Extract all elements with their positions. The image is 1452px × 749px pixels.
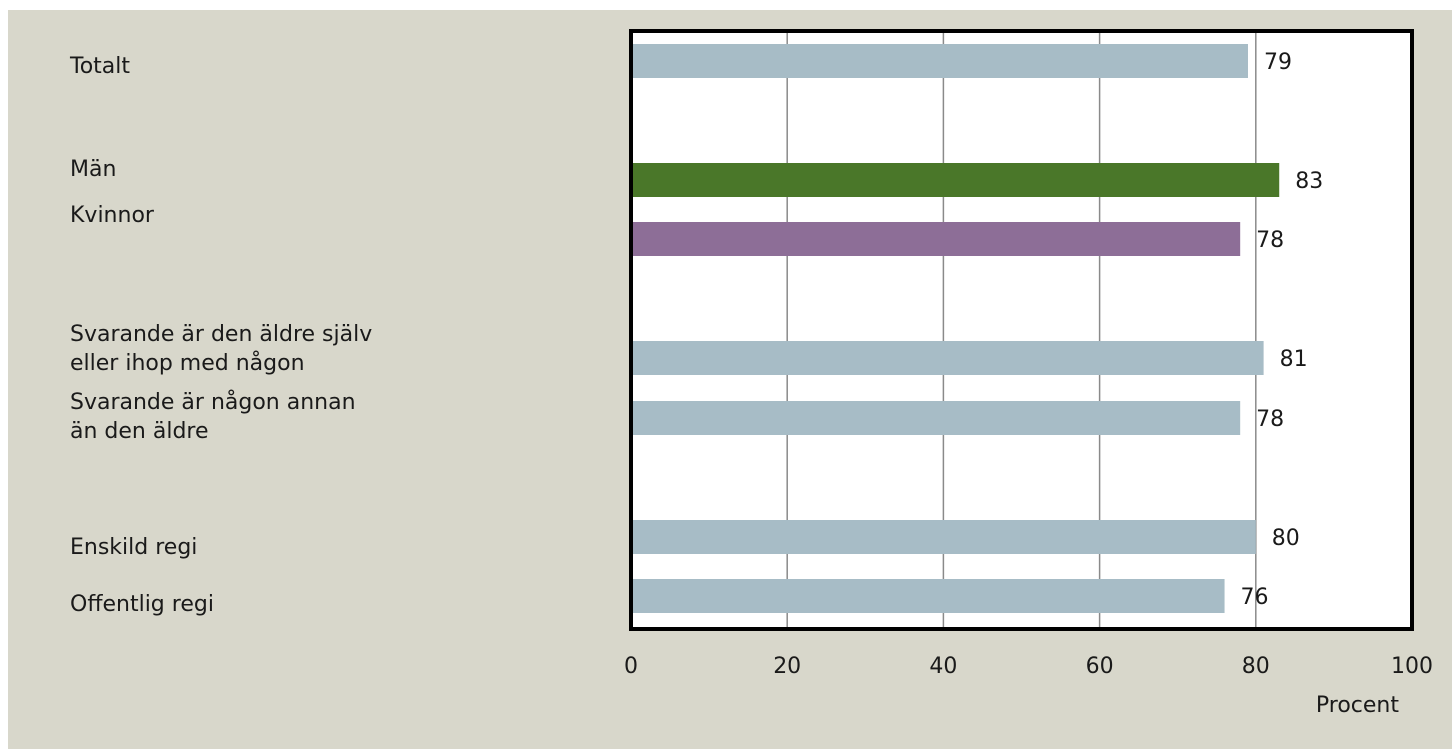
category-label: Offentlig regi (70, 592, 214, 617)
bar (631, 44, 1248, 78)
category-label: Svarande är någon annan än den äldre (70, 390, 356, 444)
x-tick-label: 20 (773, 654, 801, 679)
x-axis-label: Procent (1316, 693, 1399, 718)
bar (631, 222, 1241, 256)
data-label: 81 (1280, 347, 1308, 372)
chart-panel: Totalt Män Kvinnor Svarande är den äldre sj… (8, 10, 1452, 749)
data-label: 83 (1295, 169, 1323, 194)
plot-border (629, 29, 1414, 631)
x-tick-label: 40 (929, 654, 957, 679)
category-label: Totalt (70, 54, 131, 79)
x-tick-label: 60 (1086, 654, 1114, 679)
bar (631, 341, 1264, 375)
data-label: 80 (1272, 526, 1300, 551)
x-tick-label: 80 (1242, 654, 1270, 679)
bar (631, 163, 1280, 197)
bar-chart: 79 83 78 81 78 80 76 0 20 40 60 80 100 Procent (624, 29, 1433, 718)
category-label: Enskild regi (70, 535, 198, 560)
bar (631, 520, 1256, 554)
data-label: 78 (1256, 228, 1284, 253)
data-label: 79 (1264, 50, 1292, 75)
bar (631, 401, 1241, 435)
data-label: 78 (1256, 407, 1284, 432)
bar (631, 579, 1225, 613)
category-label: Män (70, 157, 117, 182)
x-tick-label: 100 (1391, 654, 1433, 679)
data-label: 76 (1241, 585, 1269, 610)
category-label: Svarande är den äldre själv eller ihop m… (70, 322, 373, 376)
category-label: Kvinnor (70, 203, 154, 228)
x-tick-label: 0 (624, 654, 638, 679)
